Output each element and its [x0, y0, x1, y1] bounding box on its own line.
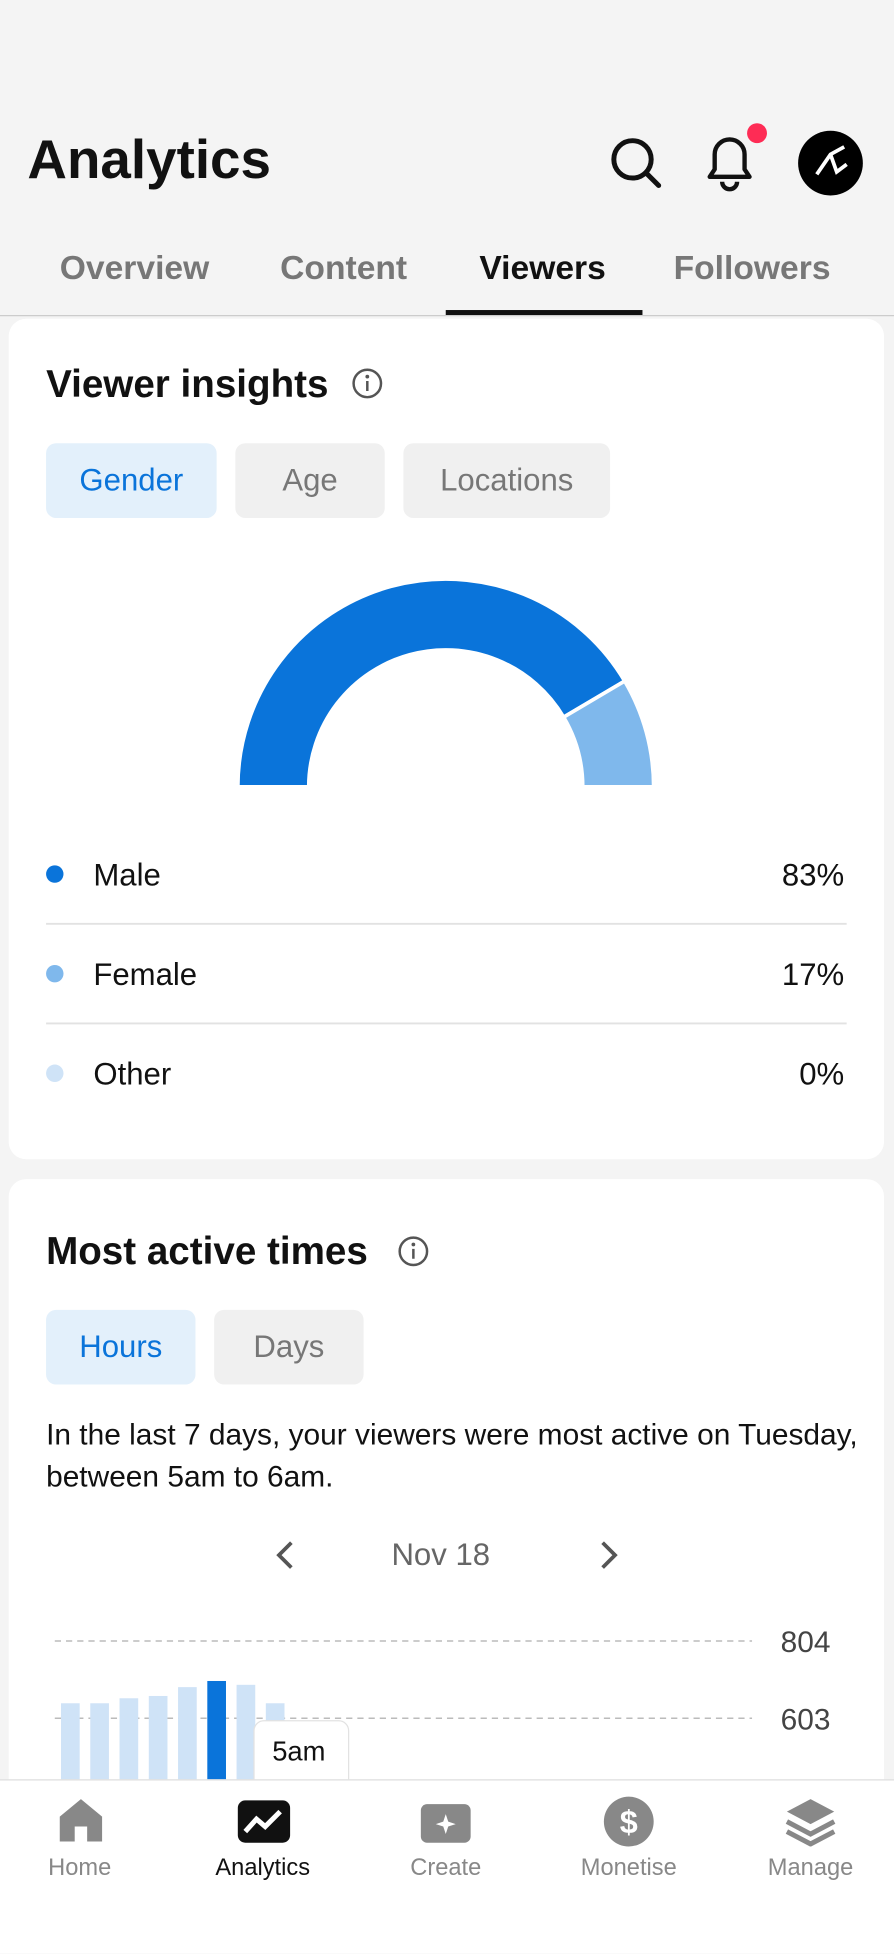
- bell-icon[interactable]: [700, 122, 775, 192]
- nav-label[interactable]: Home: [48, 1855, 112, 1882]
- nav-label[interactable]: Create: [410, 1855, 482, 1882]
- tab[interactable]: Content: [280, 249, 408, 287]
- prev-arrow[interactable]: [271, 1538, 301, 1573]
- next-arrow[interactable]: [593, 1538, 623, 1573]
- y-tick-label: 804: [781, 1626, 831, 1659]
- donut-chart: Male 83% Female 17% Other 0%: [46, 577, 847, 1091]
- tab[interactable]: Overview: [59, 249, 210, 287]
- legend-dot: [46, 1064, 64, 1082]
- avatar[interactable]: [797, 129, 864, 196]
- legend-label: Other: [93, 1056, 171, 1091]
- donut-segment: [235, 577, 628, 789]
- bar: [148, 1695, 168, 1781]
- legend-value: 17%: [782, 957, 844, 992]
- section-title: Viewer insights: [46, 362, 329, 406]
- legend-dot: [46, 865, 64, 883]
- create-icon[interactable]: [420, 1797, 472, 1844]
- divider: [0, 315, 894, 317]
- nav-label[interactable]: Manage: [767, 1855, 854, 1882]
- home-icon[interactable]: [57, 1797, 104, 1844]
- filter-chip[interactable]: Hours: [46, 1309, 196, 1385]
- bar: [90, 1703, 109, 1781]
- bar: [178, 1687, 197, 1781]
- date-label: Nov 18: [391, 1537, 491, 1573]
- tab-indicator: [445, 310, 643, 316]
- filter-chip[interactable]: Locations: [403, 443, 611, 518]
- description: In the last 7 days, your viewers were mo…: [46, 1418, 858, 1495]
- bar: [119, 1698, 139, 1781]
- bar-chart: 603 804 5am: [54, 1626, 831, 1781]
- filter-chip[interactable]: Gender: [46, 443, 217, 518]
- monetise-icon[interactable]: $: [603, 1795, 655, 1847]
- analytics-icon[interactable]: [237, 1799, 292, 1844]
- filter-chip[interactable]: Days: [214, 1309, 364, 1385]
- legend-label: Male: [93, 857, 160, 892]
- bar: [236, 1684, 256, 1781]
- tab[interactable]: Followers: [673, 249, 831, 287]
- section-title: Most active times: [46, 1228, 368, 1273]
- tooltip-box: [253, 1720, 350, 1781]
- nav-label[interactable]: Monetise: [580, 1855, 677, 1882]
- bar: [207, 1680, 226, 1781]
- legend-label: Female: [93, 957, 197, 992]
- legend-value: 0%: [799, 1056, 844, 1091]
- svg-text:$: $: [620, 1804, 638, 1840]
- manage-icon[interactable]: [784, 1797, 836, 1847]
- tab-active[interactable]: Viewers: [479, 249, 606, 287]
- legend-value: 83%: [782, 857, 844, 892]
- tooltip-label: 5am: [272, 1736, 325, 1767]
- nav-label-active[interactable]: Analytics: [215, 1855, 311, 1882]
- bar: [61, 1703, 80, 1781]
- page-title: Analytics: [27, 129, 271, 191]
- info-icon[interactable]: [397, 1235, 429, 1267]
- filter-chip[interactable]: Age: [235, 443, 385, 518]
- y-tick-label: 603: [781, 1703, 831, 1736]
- legend-dot: [46, 964, 64, 983]
- info-icon[interactable]: [351, 367, 383, 399]
- search-icon[interactable]: [605, 129, 667, 191]
